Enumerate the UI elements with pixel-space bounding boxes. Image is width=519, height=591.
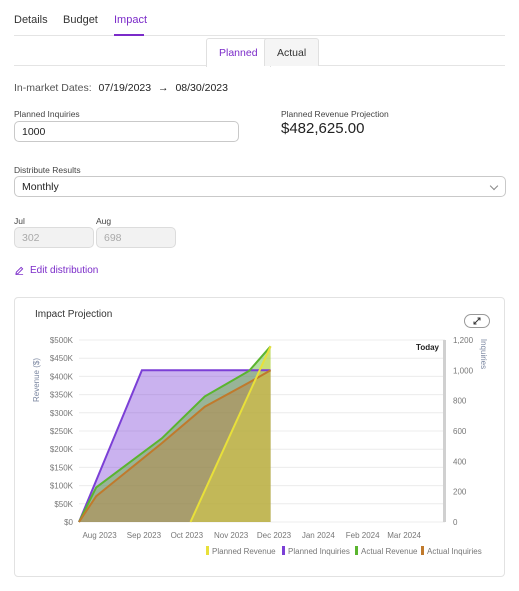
edit-distribution-label: Edit distribution [30, 265, 99, 276]
x-tick-label: Dec 2023 [257, 531, 292, 540]
in-market-dates: In-market Dates: 07/19/2023 → 08/30/2023 [14, 82, 228, 94]
distribute-results-select[interactable]: Monthly [14, 176, 506, 197]
impact-projection-card: Impact Projection $0 $50K $100K $150K $200K $… [14, 297, 505, 577]
right-tick-label: 0 [453, 518, 458, 527]
chart-title: Impact Projection [35, 309, 113, 320]
left-tick-label: $450K [50, 354, 74, 363]
active-tab-indicator [114, 34, 144, 36]
legend-label-actual-inquiries: Actual Inquiries [427, 547, 482, 556]
legend-swatch-actual-revenue [355, 546, 358, 555]
expand-chart-button[interactable] [464, 314, 490, 328]
today-band [443, 340, 446, 522]
left-tick-label: $200K [50, 445, 74, 454]
arrow-right-icon: → [158, 82, 169, 94]
x-tick-label: Feb 2024 [346, 531, 380, 540]
month-jul-label: Jul [14, 216, 25, 226]
actual-revenue-area [79, 346, 271, 522]
month-aug-value: 698 [104, 231, 122, 244]
month-aug-label: Aug [96, 216, 112, 226]
left-tick-label: $0 [64, 518, 73, 527]
right-axis-label: Inquiries [479, 339, 488, 369]
x-tick-label: Oct 2023 [171, 531, 204, 540]
planned-inquiries-label: Planned Inquiries [14, 109, 80, 119]
tab-impact[interactable]: Impact [114, 14, 148, 26]
right-tick-label: 1,200 [453, 336, 474, 345]
left-tick-label: $500K [50, 336, 74, 345]
left-tick-label: $50K [54, 500, 73, 509]
left-tick-label: $300K [50, 409, 74, 418]
legend-swatch-actual-inquiries [421, 546, 424, 555]
actual-inquiries-area [79, 370, 271, 522]
left-tick-label: $400K [50, 372, 74, 381]
month-aug-input[interactable]: 698 [96, 227, 176, 248]
sub-tabs: Planned Actual [14, 38, 505, 67]
left-tick-label: $150K [50, 463, 74, 472]
planned-inquiries-line [78, 369, 271, 523]
start-date: 07/19/2023 [98, 82, 152, 94]
x-tick-label: Aug 2023 [82, 531, 117, 540]
subtab-actual[interactable]: Actual [264, 38, 320, 66]
top-tabs: Details Budget Impact [14, 0, 505, 36]
legend-swatch-planned-revenue [206, 546, 209, 555]
planned-revenue-line [189, 345, 272, 523]
actual-inquiries-line [78, 369, 272, 523]
left-axis-label: Revenue ($) [32, 358, 41, 402]
end-date: 08/30/2023 [175, 82, 228, 94]
legend-label-planned-revenue: Planned Revenue [212, 547, 276, 556]
right-tick-label: 800 [453, 397, 467, 406]
left-tick-label: $100K [50, 482, 74, 491]
planned-inquiries-value: 1000 [22, 125, 46, 138]
legend-label-actual-revenue: Actual Revenue [361, 547, 418, 556]
right-tick-label: 400 [453, 457, 467, 466]
x-tick-label: Mar 2024 [387, 531, 421, 540]
revenue-projection-value: $482,625.00 [281, 120, 365, 137]
chevron-down-icon [489, 181, 499, 191]
subtab-planned[interactable]: Planned [206, 38, 271, 67]
legend-swatch-planned-inquiries [282, 546, 285, 555]
edit-distribution-link[interactable]: Edit distribution [15, 265, 98, 276]
left-tick-label: $250K [50, 427, 74, 436]
tab-details[interactable]: Details [14, 14, 48, 26]
today-label: Today [416, 343, 440, 352]
distribute-results-value: Monthly [22, 180, 59, 193]
actual-revenue-line [78, 345, 272, 523]
month-jul-value: 302 [22, 231, 40, 244]
revenue-projection-label: Planned Revenue Projection [281, 109, 389, 119]
expand-icon [473, 317, 481, 325]
right-tick-label: 600 [453, 427, 467, 436]
impact-projection-chart: $0 $50K $100K $150K $200K $250K $300K $350K $400… [32, 336, 488, 556]
right-tick-label: 1,000 [453, 366, 474, 375]
x-tick-label: Sep 2023 [127, 531, 162, 540]
tab-budget[interactable]: Budget [63, 14, 98, 26]
dates-label: In-market Dates: [14, 82, 92, 94]
x-tick-label: Nov 2023 [214, 531, 249, 540]
left-tick-label: $350K [50, 391, 74, 400]
x-tick-label: Jan 2024 [302, 531, 335, 540]
month-jul-input[interactable]: 302 [14, 227, 94, 248]
pencil-icon [15, 266, 24, 275]
planned-inquiries-input[interactable]: 1000 [14, 121, 239, 142]
legend-label-planned-inquiries: Planned Inquiries [288, 547, 350, 556]
distribute-results-label: Distribute Results [14, 165, 81, 175]
right-tick-label: 200 [453, 488, 467, 497]
